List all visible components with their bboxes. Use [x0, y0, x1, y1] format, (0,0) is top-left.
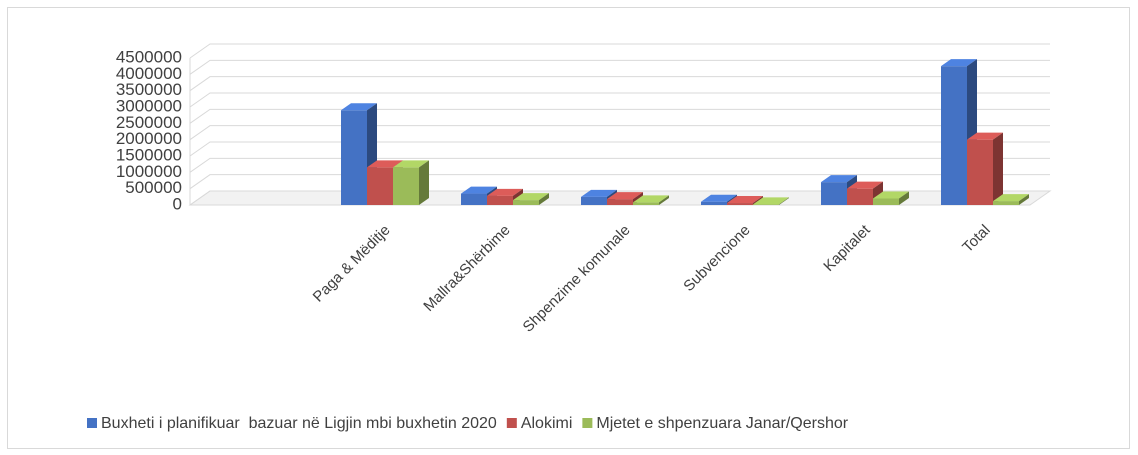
- bar-top: [633, 195, 669, 203]
- bar-side: [539, 193, 549, 205]
- bar-front: [367, 167, 393, 205]
- bar-top: [993, 194, 1029, 202]
- bar-top: [581, 189, 617, 197]
- y-tick-label: 2000000: [116, 129, 182, 148]
- y-tick-label: 1000000: [116, 162, 182, 181]
- bar-front: [341, 110, 367, 205]
- grid-line: [189, 125, 1050, 141]
- grid-line: [189, 108, 1050, 124]
- bar-side: [1019, 194, 1029, 205]
- grid-line: [189, 190, 1050, 206]
- bar-front: [487, 195, 513, 205]
- bar-top: [701, 194, 737, 202]
- bar-side: [779, 197, 789, 205]
- bar-top: [847, 181, 883, 189]
- bar-front: [727, 203, 753, 205]
- grid-line: [189, 76, 1050, 92]
- bar-side: [419, 160, 429, 205]
- grid-line: [189, 157, 1050, 173]
- bar: [513, 193, 549, 205]
- bar-front: [513, 200, 539, 205]
- y-tick-label: 3000000: [116, 96, 182, 115]
- grid-line: [189, 174, 1050, 190]
- grid-line: [189, 141, 1050, 157]
- bar-front: [967, 139, 993, 205]
- bar-front: [581, 196, 607, 205]
- bar: [393, 160, 429, 205]
- bar-front: [393, 167, 419, 205]
- bar: [967, 132, 1003, 205]
- bar-front: [461, 193, 487, 205]
- legend-swatch: [582, 418, 593, 428]
- bar: [993, 194, 1029, 205]
- bar-top: [487, 188, 523, 196]
- bar-front: [633, 202, 659, 205]
- bar-top: [367, 160, 403, 168]
- y-tick-label: 2500000: [116, 113, 182, 132]
- bar-front: [701, 201, 727, 205]
- bar-side: [899, 191, 909, 205]
- bar-side: [993, 132, 1003, 205]
- y-tick-label: 500000: [125, 178, 182, 197]
- legend-swatch: [506, 418, 517, 428]
- legend-swatch: [87, 418, 97, 428]
- bar-top: [461, 186, 497, 194]
- legend-label: Mjetet e shpenzuara Janar/Qershor: [596, 415, 848, 432]
- bar: [753, 197, 789, 205]
- bar-front: [941, 66, 967, 206]
- bar-front: [821, 182, 847, 205]
- bar-top: [513, 193, 549, 201]
- bar: [633, 195, 669, 205]
- bar-top: [341, 103, 377, 111]
- bar-top: [393, 160, 429, 168]
- grid-line: [189, 43, 1050, 59]
- legend-label: Buxheti i planifikuar bazuar në Ligjin m…: [101, 415, 497, 432]
- bar-front: [993, 201, 1019, 205]
- y-tick-label: 4000000: [116, 64, 182, 83]
- legend-label: Alokimi: [521, 415, 573, 432]
- bar-top: [941, 59, 977, 67]
- bar-front: [607, 199, 633, 205]
- bar-top: [607, 192, 643, 200]
- bar-front: [873, 198, 899, 205]
- y-tick-label: 3500000: [116, 80, 182, 99]
- bar: [873, 191, 909, 205]
- grid-line: [189, 59, 1050, 75]
- bar-side: [659, 195, 669, 205]
- bar-front: [753, 204, 779, 205]
- bar-top: [821, 175, 857, 183]
- grid-line: [189, 92, 1050, 108]
- y-tick-label: 0: [173, 194, 182, 213]
- bar-top: [967, 132, 1003, 140]
- bar-top: [753, 197, 789, 205]
- y-tick-label: 1500000: [116, 145, 182, 164]
- bar-front: [847, 188, 873, 205]
- bar-top: [727, 196, 763, 204]
- y-tick-label: 4500000: [116, 47, 182, 66]
- bar-top: [873, 191, 909, 199]
